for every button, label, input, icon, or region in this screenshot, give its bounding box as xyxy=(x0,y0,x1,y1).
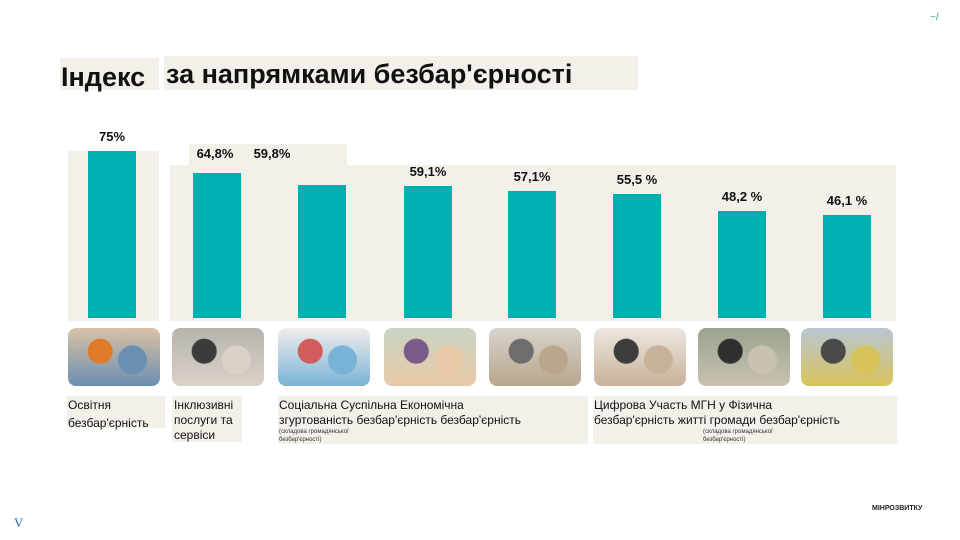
category-bg-3 xyxy=(278,396,588,444)
value-label-bg xyxy=(189,144,347,166)
corner-logo-icon: ~/ xyxy=(930,12,939,23)
value-label-1: 75% xyxy=(98,128,126,144)
bar-4 xyxy=(404,186,452,318)
category-label-education-line2: безбар'єрність xyxy=(68,416,149,430)
bar-6 xyxy=(613,194,661,318)
category-bg-2 xyxy=(172,396,242,442)
value-label-3: 59,8% xyxy=(253,146,291,161)
inclusive-services-photo xyxy=(172,328,264,386)
economic-photo xyxy=(489,328,581,386)
public-barrier-free-photo xyxy=(384,328,476,386)
title-bg-2 xyxy=(164,56,638,90)
social-cohesion-photo xyxy=(278,328,370,386)
value-label-7: 48,2 % xyxy=(721,188,763,204)
category-label-digital-participation-physical-line1: Цифрова Участь МГН у Фізична xyxy=(594,398,773,412)
category-note-participation-2: безбар'єрності) xyxy=(703,437,746,443)
category-label-inclusive-line1: Інклюзивні xyxy=(174,398,234,412)
category-label-inclusive-line2: послуги та xyxy=(174,413,233,427)
value-label-2: 64,8% xyxy=(196,146,234,161)
value-label-5: 57,1% xyxy=(513,168,551,184)
category-note-participation-1: (складова громадянської xyxy=(703,429,773,435)
bar-7 xyxy=(718,210,766,318)
category-bg-4 xyxy=(593,396,897,444)
category-label-inclusive-line3: сервіси xyxy=(174,428,216,442)
category-note-social-2: безбар'єрності) xyxy=(279,437,322,443)
bar-1 xyxy=(88,150,136,318)
bar-2 xyxy=(193,173,241,318)
category-label-education-line1: Освітня xyxy=(68,398,111,412)
value-label-8: 46,1 % xyxy=(826,193,868,209)
digital-photo xyxy=(594,328,686,386)
category-label-digital-participation-physical-line2: безбар'єрність житті громади безбар'єрні… xyxy=(594,413,840,427)
category-bg-1 xyxy=(67,396,165,428)
category-note-social-1: (складова громадянської xyxy=(279,429,349,435)
category-label-social-public-economic-line2: згуртованість безбар'єрність безбар'єрні… xyxy=(279,413,521,427)
bar-5 xyxy=(508,190,556,318)
bar-3 xyxy=(298,184,346,318)
page-title-part1: Індекс xyxy=(61,62,146,92)
category-label-social-public-economic-line1: Соціальна Суспільна Економічна xyxy=(279,398,464,412)
ministry-logo: МІНРОЗВИТКУ xyxy=(872,505,923,512)
value-label-4: 59,1% xyxy=(409,164,447,180)
page-title-part2: за напрямками безбар'єрності xyxy=(166,59,573,89)
physical-photo xyxy=(801,328,893,386)
bar-8 xyxy=(823,215,871,318)
community-participation-photo xyxy=(698,328,790,386)
education-photo xyxy=(68,328,160,386)
v-logo-icon: V xyxy=(14,515,24,530)
title-bg-1 xyxy=(60,58,159,90)
value-label-6: 55,5 % xyxy=(616,172,658,188)
